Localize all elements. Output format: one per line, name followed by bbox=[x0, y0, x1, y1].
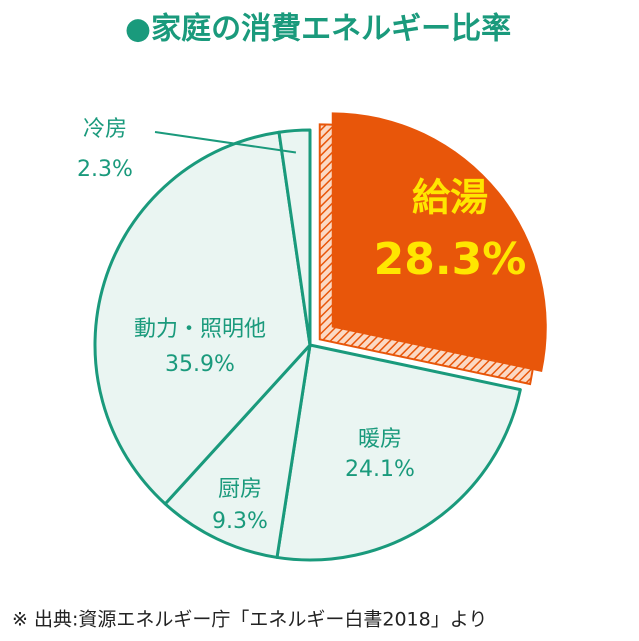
slice bbox=[275, 343, 522, 562]
slice bbox=[163, 343, 312, 559]
slice bbox=[93, 130, 312, 506]
value-label: 35.9% bbox=[165, 352, 235, 377]
slice bbox=[331, 112, 547, 373]
slice-label: 動力・照明他 bbox=[134, 317, 266, 342]
value-label: 28.3% bbox=[374, 234, 527, 285]
value-label: 2.3% bbox=[77, 157, 133, 182]
value-label: 24.1% bbox=[345, 457, 415, 482]
slice-label: 暖房 bbox=[358, 427, 402, 452]
leader-line bbox=[154, 131, 297, 154]
source-note: ※ 出典:資源エネルギー庁「エネルギー白書2018」より bbox=[12, 609, 487, 631]
slice-label: 厨房 bbox=[218, 477, 262, 502]
chart-title: ●家庭の消費エネルギー比率 bbox=[125, 12, 511, 47]
value-label: 9.3% bbox=[212, 509, 268, 534]
slice-label: 給湯 bbox=[412, 176, 488, 220]
slice bbox=[277, 128, 312, 347]
pie: 給湯 28.3% 暖房 24.1% 厨房 9.3% 動力・照明他 35.9% 冷房 2.3% bbox=[77, 112, 547, 562]
slice-label: 冷房 bbox=[83, 117, 127, 142]
